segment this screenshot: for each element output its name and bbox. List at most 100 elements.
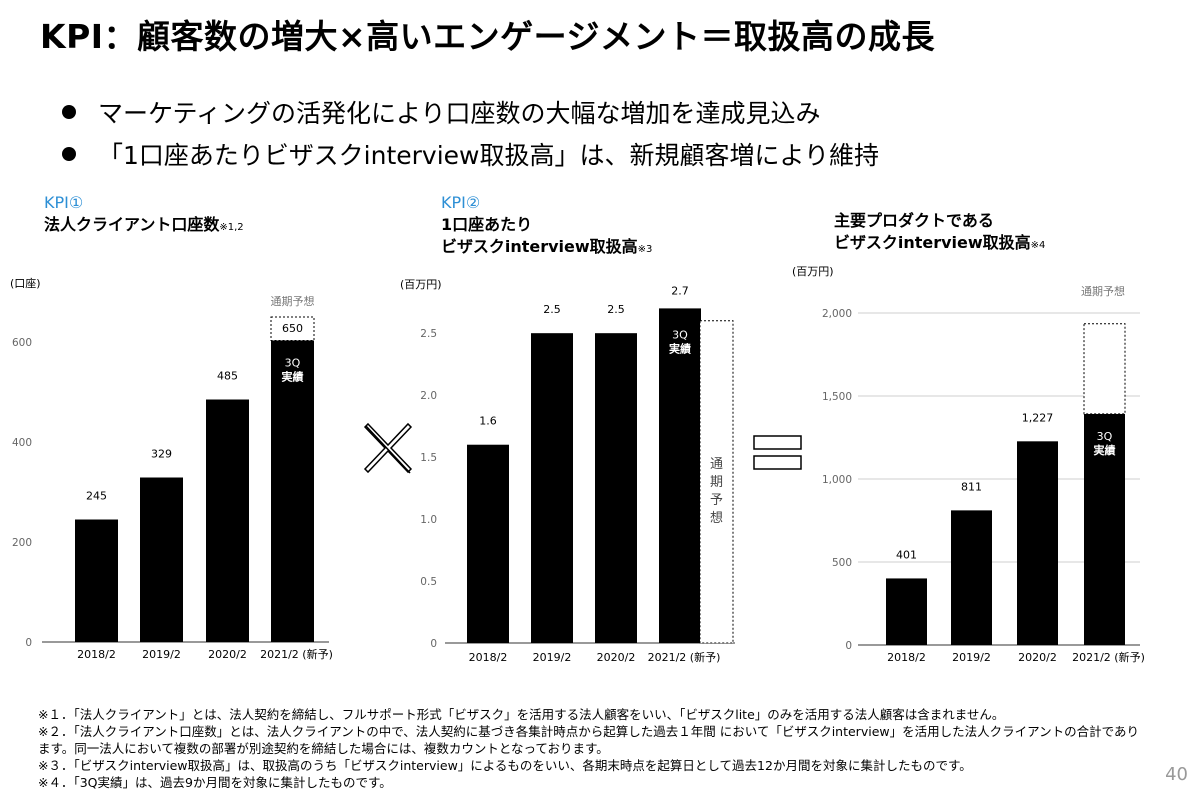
x-tick-label: 2018/2 <box>469 651 508 664</box>
equals-symbol-icon <box>753 435 802 470</box>
bullet-item: マーケティングの活発化により口座数の大幅な増加を達成見込み <box>62 93 879 135</box>
y-tick-label: 2.5 <box>420 328 437 340</box>
y-tick-label: 600 <box>12 337 32 349</box>
bar <box>1084 413 1125 645</box>
forecast-bar <box>1083 323 1126 415</box>
kpi2-tag: KPI② <box>441 193 481 212</box>
x-tick-label: 2020/2 <box>208 648 247 661</box>
page-number: 40 <box>1165 764 1188 785</box>
y-tick-label: 0.5 <box>420 576 437 588</box>
inner-label-actual: 実績 <box>1094 443 1116 457</box>
data-label: 245 <box>86 490 107 503</box>
kpi3-title: ビザスクinterview取扱高 <box>834 233 1031 252</box>
y-tick-label: 1,500 <box>822 391 852 403</box>
bar <box>206 399 249 642</box>
x-tick-label: 2020/2 <box>597 651 636 664</box>
bar <box>886 578 927 645</box>
y-axis-label: (百万円) <box>792 265 834 278</box>
y-tick-label: 2.0 <box>420 390 437 402</box>
footnote-4: ※４．「3Q実績」は、過去9か月間を対象に集計したものです。 <box>38 775 392 790</box>
kpi3-note: ※4 <box>1030 240 1046 251</box>
kpi1-note: ※1,2 <box>219 222 244 233</box>
kpi2-note: ※3 <box>637 244 653 255</box>
inner-label-3q: 3Q <box>672 328 688 341</box>
kpi3-title-line1: 主要プロダクトである <box>834 211 994 230</box>
inner-label-3q: 3Q <box>285 357 301 370</box>
data-label: 811 <box>961 480 982 493</box>
y-axis-label: (百万円) <box>400 278 442 291</box>
inner-label-3q: 3Q <box>1097 430 1113 443</box>
y-tick-label: 2,000 <box>822 308 852 320</box>
data-label: 1,227 <box>1022 411 1054 424</box>
forecast-label: 通期予想 <box>1081 284 1125 298</box>
y-tick-label: 1,000 <box>822 474 852 486</box>
bar <box>659 308 701 643</box>
kpi2-title-line2: ビザスクinterview取扱高※3 <box>441 236 652 261</box>
bullet-dot-icon <box>62 147 76 161</box>
data-label: 2.5 <box>607 303 625 316</box>
inner-label-actual: 実績 <box>669 341 691 355</box>
forecast-label-char: 予 <box>710 493 723 508</box>
inner-label-actual: 実績 <box>282 370 304 384</box>
bar <box>531 333 573 643</box>
bullet-item: 「1口座あたりビザスクinterview取扱高」は、新規顧客増により維持 <box>62 135 879 177</box>
data-label: 401 <box>896 548 917 561</box>
bullet-list: マーケティングの活発化により口座数の大幅な増加を達成見込み 「1口座あたりビザス… <box>62 93 879 177</box>
bullet-dot-icon <box>62 105 76 119</box>
data-label: 329 <box>151 448 172 461</box>
x-tick-label: 2020/2 <box>1018 651 1057 664</box>
footnotes: ※１．「法人クライアント」とは、法人契約を締結し、フルサポート形式「ビザスク」を… <box>38 706 1148 791</box>
bar <box>951 510 992 645</box>
bar <box>595 333 637 643</box>
bullet-text: 「1口座あたりビザスクinterview取扱高」は、新規顧客増により維持 <box>98 141 879 170</box>
data-label: 2.7 <box>671 284 689 297</box>
y-tick-label: 400 <box>12 437 32 449</box>
y-tick-label: 0 <box>845 640 852 652</box>
data-label: 485 <box>217 370 238 383</box>
kpi1-header: KPI① 法人クライアント口座数※1,2 <box>44 192 244 239</box>
kpi1-tag: KPI① <box>44 193 84 212</box>
data-label: 1.6 <box>479 415 497 428</box>
footnote-2: ※２．「法人クライアント口座数」とは、法人クライアントの中で、法人契約に基づき各… <box>38 724 1139 756</box>
kpi3-title-line2: ビザスクinterview取扱高※4 <box>834 232 1045 257</box>
x-tick-label: 2019/2 <box>952 651 991 664</box>
bullet-text: マーケティングの活発化により口座数の大幅な増加を達成見込み <box>98 99 821 128</box>
x-tick-label: 2018/2 <box>77 648 116 661</box>
forecast-label-char: 想 <box>710 510 723 526</box>
forecast-label: 通期予想 <box>271 294 315 308</box>
data-label: 2.5 <box>543 303 561 316</box>
y-axis-label: (口座) <box>10 276 41 290</box>
x-tick-label: 2021/2 (新予) <box>648 650 721 664</box>
x-tick-label: 2021/2 (新予) <box>1072 650 1145 664</box>
kpi2-title: ビザスクinterview取扱高 <box>441 237 638 256</box>
forecast-label-char: 通 <box>710 457 723 472</box>
y-tick-label: 1.0 <box>420 514 437 526</box>
y-tick-label: 200 <box>12 537 32 549</box>
y-tick-label: 0 <box>25 637 32 649</box>
bar <box>1017 441 1058 645</box>
kpi1-title: 法人クライアント口座数 <box>44 215 220 234</box>
x-tick-label: 2021/2 (新予) <box>260 647 333 661</box>
x-tick-label: 2019/2 <box>533 651 572 664</box>
x-tick-label: 2018/2 <box>887 651 926 664</box>
footnote-1: ※１．「法人クライアント」とは、法人契約を締結し、フルサポート形式「ビザスク」を… <box>38 707 1005 722</box>
forecast-label-char: 期 <box>710 475 723 490</box>
data-label: 650 <box>282 322 303 335</box>
kpi2-title-line1: 1口座あたり <box>441 215 533 234</box>
times-symbol-icon <box>363 422 413 474</box>
y-tick-label: 1.5 <box>420 452 437 464</box>
kpi2-header: KPI② 1口座あたり ビザスクinterview取扱高※3 <box>441 192 652 261</box>
kpi1-title-line: 法人クライアント口座数※1,2 <box>44 214 244 239</box>
y-tick-label: 0 <box>430 638 437 650</box>
footnote-3: ※３．「ビザスクinterview取扱高」は、取扱高のうち「ビザスクinterv… <box>38 758 972 773</box>
bar <box>271 340 314 642</box>
page-title: KPI：顧客数の増大×高いエンゲージメント＝取扱高の成長 <box>40 17 936 56</box>
bar <box>467 444 509 643</box>
x-tick-label: 2019/2 <box>142 648 181 661</box>
bar <box>75 519 118 642</box>
forecast-bar <box>699 320 734 644</box>
bar <box>140 477 183 642</box>
y-tick-label: 500 <box>832 557 852 569</box>
kpi3-header: 主要プロダクトである ビザスクinterview取扱高※4 <box>834 210 1045 257</box>
